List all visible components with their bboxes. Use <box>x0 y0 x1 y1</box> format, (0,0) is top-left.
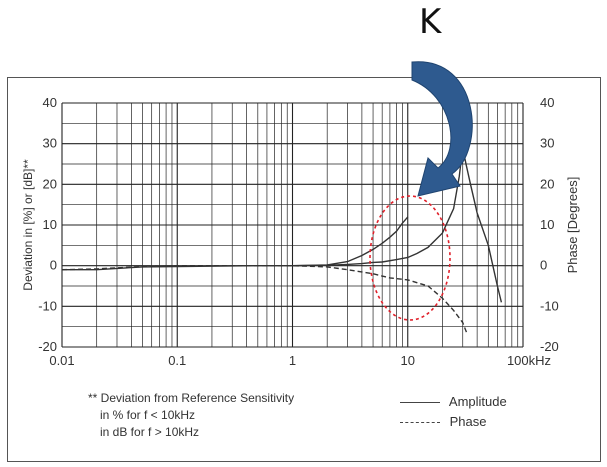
x-tick-label: 0.01 <box>49 353 74 368</box>
y-axis-label-right: Phase [Degrees] <box>565 177 580 274</box>
y-tick-label-left: 0 <box>50 258 57 273</box>
series-line-phase <box>61 265 469 336</box>
curved-arrow-icon <box>411 61 473 197</box>
x-tick-label: 100kHz <box>507 353 551 368</box>
y-tick-label-right: 0 <box>540 258 547 273</box>
legend-entry-amplitude: Amplitude <box>400 394 507 409</box>
y-tick-label-left: 10 <box>43 217 57 232</box>
annotation-overlay <box>369 61 473 321</box>
legend-label-phase: Phase <box>449 414 487 429</box>
x-tick-label: 10 <box>401 353 415 368</box>
y-tick-label-right: 30 <box>540 136 554 151</box>
footnote-line-2: in % for f < 10kHz <box>100 408 196 422</box>
series-line-amplitude-1 <box>292 216 409 267</box>
y-tick-label-right: 10 <box>540 217 554 232</box>
y-tick-label-right: 40 <box>540 95 554 110</box>
grid <box>61 102 524 348</box>
y-tick-label-left: -10 <box>38 298 57 313</box>
y-tick-label-left: 30 <box>43 136 57 151</box>
curves <box>61 147 503 336</box>
y-tick-label-left: -20 <box>38 339 57 354</box>
x-tick-label: 0.1 <box>168 353 186 368</box>
highlight-circle <box>369 195 451 321</box>
y-axis-label-left: Deviation in [%] or [dB]** <box>21 159 35 291</box>
y-tick-label-right: -20 <box>540 339 559 354</box>
y-tick-label-left: 40 <box>43 95 57 110</box>
figure-frame <box>7 77 601 462</box>
y-tick-label-right: 20 <box>540 176 554 191</box>
y-tick-label-right: -10 <box>540 298 559 313</box>
footnote-line-3: in dB for f > 10kHz <box>100 425 200 439</box>
y-tick-label-left: 20 <box>43 176 57 191</box>
annotation-label-k: K <box>419 2 442 42</box>
footnote: ** Deviation from Reference Sensitivity … <box>88 390 294 441</box>
legend-swatch-solid <box>400 402 440 404</box>
x-tick-label: 1 <box>289 353 296 368</box>
legend-swatch-dashed <box>400 422 440 424</box>
footnote-line-1: ** Deviation from Reference Sensitivity <box>88 391 295 405</box>
legend-label-amplitude: Amplitude <box>448 394 507 409</box>
legend-entry-phase: Phase <box>400 414 487 429</box>
